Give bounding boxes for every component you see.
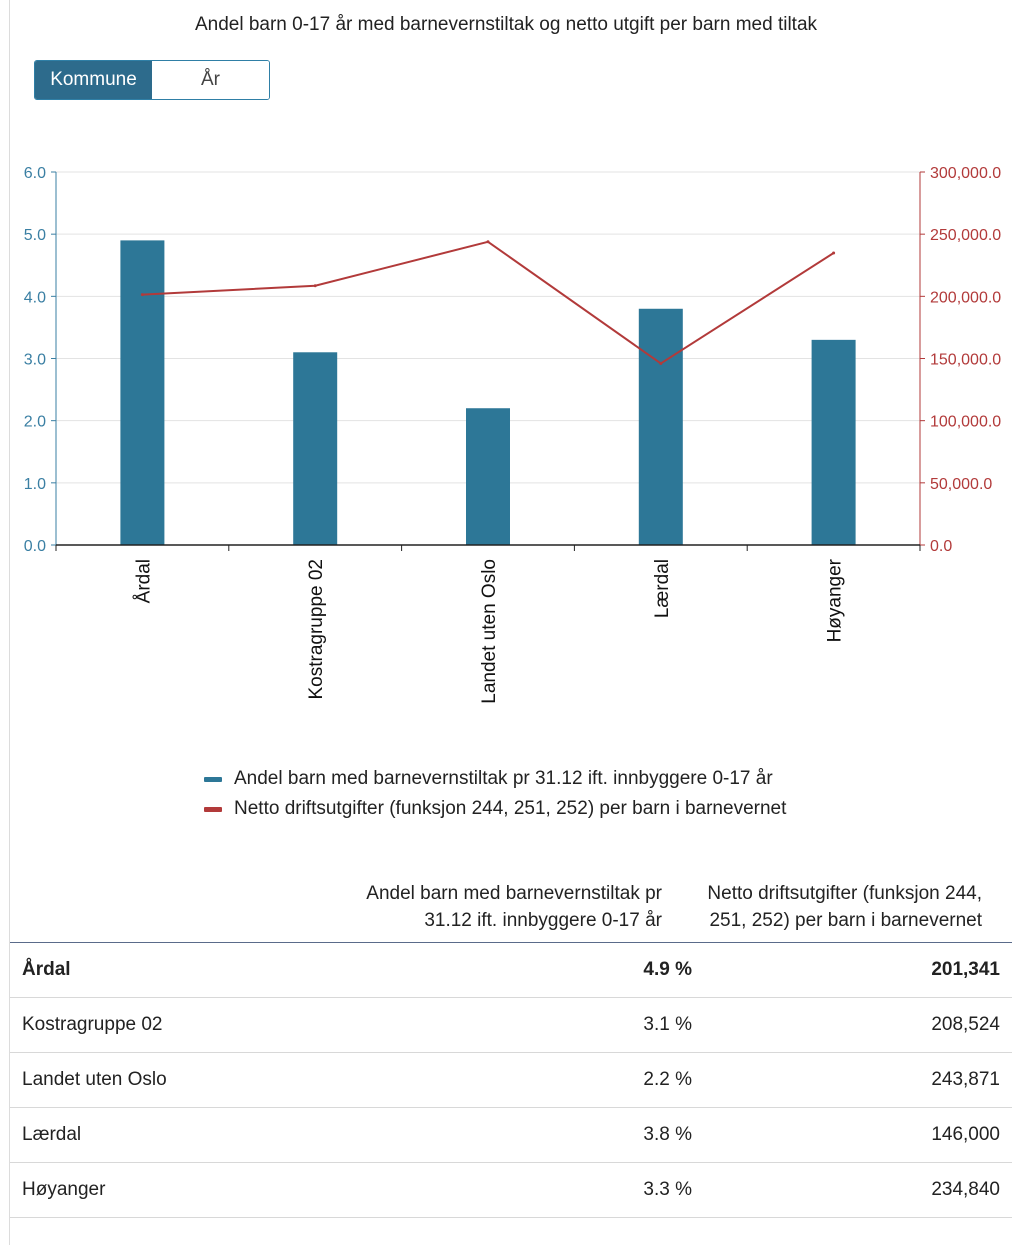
x-axis-label: Landet uten Oslo — [479, 559, 500, 704]
bar-3 — [466, 408, 510, 545]
cost-point-5 — [832, 251, 836, 255]
table-header-share: Andel barn med barnevernstiltak pr 31.12… — [256, 880, 692, 943]
chart-title: Andel barn 0-17 år med barnevernstiltak … — [194, 14, 818, 35]
cost-point-3 — [486, 240, 490, 244]
row-name: Kostragruppe 02 — [10, 997, 257, 1053]
cost-point-4 — [659, 361, 663, 365]
left-axis-tick-label: 5.0 — [24, 227, 46, 244]
row-share: 3.3 % — [256, 1162, 692, 1218]
x-axis-label: Kostragruppe 02 — [306, 559, 327, 700]
row-name: Landet uten Oslo — [10, 1052, 257, 1108]
bar-2 — [293, 352, 338, 545]
cost-line — [142, 240, 835, 365]
legend-label-bar: Andel barn med barnevernstiltak pr 31.12… — [234, 768, 773, 789]
toggle-kommune-button[interactable]: Kommune — [35, 61, 152, 99]
legend-item-bar[interactable]: Andel barn med barnevernstiltak pr 31.12… — [204, 764, 786, 794]
row-share: 2.2 % — [256, 1052, 692, 1108]
left-axis-tick-label: 2.0 — [24, 414, 46, 431]
right-axis-tick-label: 150,000.0 — [930, 352, 1001, 369]
x-axis-label: Årdal — [133, 559, 154, 603]
table-header-row: Andel barn med barnevernstiltak pr 31.12… — [10, 880, 1012, 943]
table-row: Landet uten Oslo 2.2 % 243,871 — [10, 1052, 1012, 1108]
legend-item-line[interactable]: Netto driftsutgifter (funksjon 244, 251,… — [204, 794, 786, 824]
right-axis-tick-label: 200,000.0 — [930, 289, 1001, 306]
combo-chart: 0.0 0.0 1.0 50,000.0 2.0 100,000.0 3.0 150,000.… — [24, 165, 1002, 704]
left-axis-tick-label: 3.0 — [24, 352, 46, 369]
left-axis-tick-label: 6.0 — [24, 165, 46, 182]
row-cost: 201,341 — [692, 942, 1012, 998]
table-row: Kostragruppe 02 3.1 % 208,524 — [10, 997, 1012, 1053]
row-name: Høyanger — [10, 1162, 257, 1218]
legend-swatch-bar — [204, 776, 222, 782]
cost-point-2 — [313, 284, 317, 288]
view-toggle: Kommune År — [34, 60, 270, 100]
row-cost: 243,871 — [692, 1052, 1012, 1108]
table-row: Årdal 4.9 % 201,341 — [10, 942, 1012, 998]
left-axis-tick-label: 0.0 — [24, 538, 46, 555]
left-axis-tick-label: 4.0 — [24, 289, 46, 306]
x-axis-label: Høyanger — [825, 558, 846, 642]
right-axis-tick-label: 300,000.0 — [930, 165, 1001, 182]
row-share: 3.8 % — [256, 1107, 692, 1163]
left-border — [9, 0, 10, 1245]
right-axis-tick-label: 100,000.0 — [930, 414, 1001, 431]
row-share: 4.9 % — [256, 942, 692, 998]
row-share: 3.1 % — [256, 997, 692, 1053]
right-axis-tick-label: 250,000.0 — [930, 227, 1001, 244]
left-axis-tick-label: 1.0 — [24, 476, 46, 493]
legend-swatch-line — [204, 806, 222, 812]
chart-legend: Andel barn med barnevernstiltak pr 31.12… — [204, 764, 786, 824]
table-row: Lærdal 3.8 % 146,000 — [10, 1107, 1012, 1163]
row-name: Lærdal — [10, 1107, 257, 1163]
row-cost: 208,524 — [692, 997, 1012, 1053]
bar-1 — [120, 240, 165, 545]
row-name: Årdal — [10, 942, 257, 998]
table-row: Høyanger 3.3 % 234,840 — [10, 1162, 1012, 1218]
x-axis-label: Lærdal — [652, 559, 673, 618]
cost-point-1 — [140, 293, 144, 297]
bar-5 — [811, 339, 856, 545]
data-table: Andel barn med barnevernstiltak pr 31.12… — [10, 880, 1012, 1218]
row-cost: 146,000 — [692, 1107, 1012, 1163]
legend-label-line: Netto driftsutgifter (funksjon 244, 251,… — [234, 798, 787, 819]
right-axis-tick-label: 50,000.0 — [930, 476, 992, 493]
row-cost: 234,840 — [692, 1162, 1012, 1218]
table-header-cost: Netto driftsutgifter (funksjon 244, 251,… — [692, 880, 1012, 943]
toggle-ar-button[interactable]: År — [152, 61, 269, 99]
table-header-empty — [10, 880, 257, 943]
bar-4 — [638, 308, 683, 545]
right-axis-tick-label: 0.0 — [930, 538, 952, 555]
